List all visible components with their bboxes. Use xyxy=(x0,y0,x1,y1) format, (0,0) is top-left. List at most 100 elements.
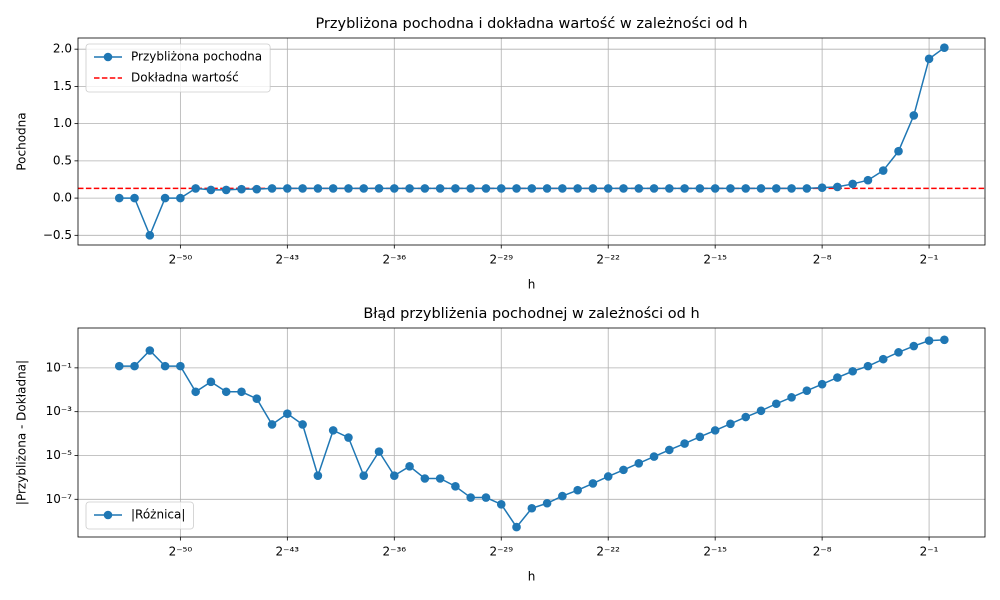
data-point xyxy=(512,184,521,193)
data-point xyxy=(466,493,475,502)
legend-marker xyxy=(103,52,113,62)
x-tick-label: 2⁻⁵⁰ xyxy=(169,545,193,559)
legend-box xyxy=(85,43,271,93)
y-tick-label: 0.0 xyxy=(53,191,72,205)
x-tick-label: 2⁻¹⁵ xyxy=(703,545,727,559)
data-point xyxy=(298,420,307,429)
data-point xyxy=(221,185,231,195)
data-point xyxy=(466,184,475,193)
data-point xyxy=(710,426,720,435)
data-point xyxy=(420,474,430,483)
data-point xyxy=(558,491,567,501)
data-point xyxy=(863,361,873,371)
data-point xyxy=(145,346,155,355)
data-point xyxy=(206,185,216,195)
data-point xyxy=(710,184,720,193)
data-point xyxy=(435,474,445,483)
y-tick-label: −0.5 xyxy=(43,228,72,242)
data-point xyxy=(405,462,414,471)
data-point xyxy=(160,193,170,203)
data-point xyxy=(298,184,307,193)
data-point xyxy=(894,348,903,357)
data-point xyxy=(649,184,659,193)
y-tick-label: 10⁻⁵ xyxy=(46,448,73,462)
data-point xyxy=(283,184,292,193)
data-point xyxy=(695,184,705,193)
data-point xyxy=(542,184,552,193)
data-point xyxy=(619,184,628,193)
legend: Przybliżona pochodna Dokładna wartość xyxy=(85,43,271,93)
axes-frame xyxy=(77,37,986,246)
data-point xyxy=(252,184,262,194)
legend-label: |Różnica| xyxy=(131,508,185,522)
data-point xyxy=(267,420,277,429)
data-point xyxy=(481,493,491,502)
data-point xyxy=(389,471,399,480)
data-point xyxy=(771,399,781,409)
data-point xyxy=(634,458,644,468)
x-tick-label: 2⁻¹⁵ xyxy=(703,253,727,267)
chart-title: Błąd przybliżenia pochodnej w zależności… xyxy=(363,306,699,322)
data-point xyxy=(848,366,857,376)
data-point xyxy=(328,184,338,193)
x-axis-label: h xyxy=(528,570,536,584)
x-tick-label: 2⁻⁴³ xyxy=(276,545,300,559)
data-point xyxy=(924,54,934,64)
data-point xyxy=(588,479,598,488)
y-tick-label: 10⁻⁷ xyxy=(46,492,73,506)
data-point xyxy=(389,184,399,193)
data-point xyxy=(114,361,124,371)
data-point xyxy=(817,183,827,192)
plot-area xyxy=(114,335,949,532)
x-tick-label: 2⁻⁴³ xyxy=(276,253,300,267)
data-point xyxy=(817,379,827,389)
data-point xyxy=(756,406,766,416)
data-point xyxy=(909,111,919,120)
y-tick-label: 10⁻¹ xyxy=(46,360,73,374)
data-point xyxy=(634,184,644,193)
legend-box xyxy=(85,501,194,530)
y-axis-label: |Przybliżona - Dokładna| xyxy=(15,360,29,505)
chart-title: Przybliżona pochodna i dokładna wartość … xyxy=(315,16,747,32)
data-point xyxy=(451,184,460,193)
legend-marker xyxy=(103,510,113,520)
data-point xyxy=(374,184,384,193)
data-point xyxy=(787,393,796,402)
data-point xyxy=(741,412,751,422)
data-point xyxy=(649,452,659,461)
data-point xyxy=(940,335,949,345)
y-tick-label: 2.0 xyxy=(53,42,72,56)
data-point xyxy=(221,387,231,397)
data-point xyxy=(344,184,353,193)
data-point xyxy=(802,386,812,395)
data-point xyxy=(130,361,139,371)
x-tick-label: 2⁻¹ xyxy=(920,545,939,559)
data-point xyxy=(496,184,506,193)
data-point xyxy=(756,184,766,193)
data-point xyxy=(680,439,689,448)
data-point xyxy=(435,184,445,193)
data-point xyxy=(863,175,873,185)
data-point xyxy=(588,184,598,193)
x-tick-label: 2⁻²² xyxy=(596,253,620,267)
x-tick-label: 2⁻²² xyxy=(596,545,620,559)
data-point xyxy=(237,184,246,194)
x-axis-label: h xyxy=(528,278,536,292)
data-point xyxy=(114,193,124,203)
data-point xyxy=(771,184,781,193)
data-point xyxy=(527,503,537,513)
legend-label: Przybliżona pochodna xyxy=(131,50,262,64)
data-point xyxy=(680,184,689,193)
data-point xyxy=(603,472,613,481)
data-point xyxy=(237,387,246,397)
y-tick-label: 1.5 xyxy=(53,79,72,93)
x-tick-label: 2⁻⁸ xyxy=(813,253,832,267)
data-point xyxy=(451,482,460,491)
data-point xyxy=(191,387,200,397)
legend-label: Dokładna wartość xyxy=(131,71,239,85)
data-point xyxy=(894,146,903,156)
data-point xyxy=(496,500,506,509)
data-point xyxy=(130,193,139,203)
data-point xyxy=(726,184,735,193)
